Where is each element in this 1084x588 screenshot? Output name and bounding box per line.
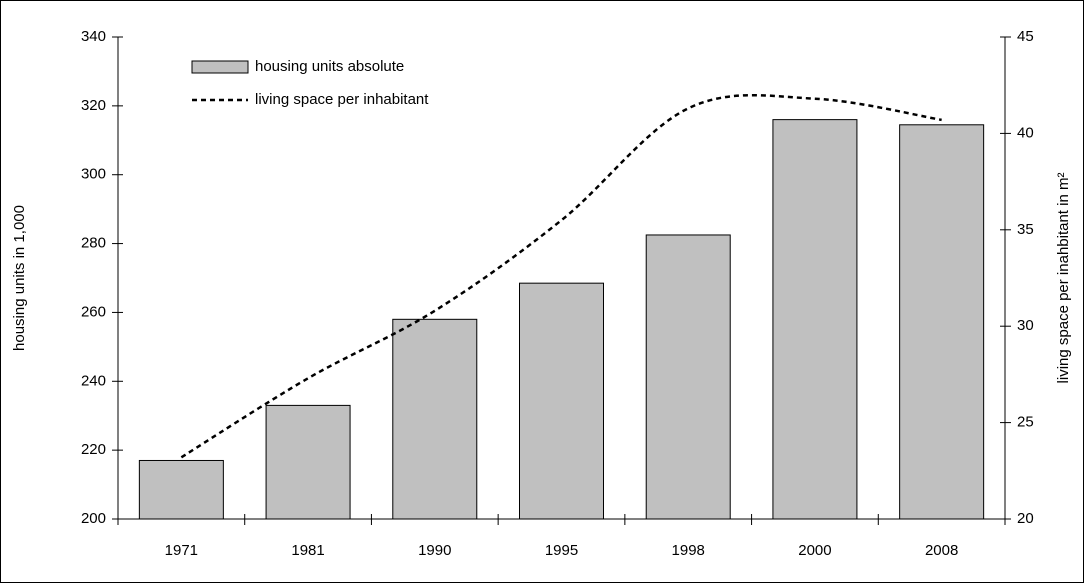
x-tick-label: 1998 <box>672 542 705 559</box>
x-tick-label: 2008 <box>925 542 958 559</box>
y2-tick-label: 45 <box>1017 28 1034 45</box>
bar <box>265 404 351 520</box>
y2-tick-label: 25 <box>1017 414 1034 431</box>
y-axis-label: housing units in 1,000 <box>11 205 28 351</box>
y2-tick-label: 40 <box>1017 124 1034 141</box>
x-tick-label: 2000 <box>798 542 831 559</box>
bar <box>645 234 731 520</box>
bar <box>392 318 478 520</box>
bar <box>138 459 224 520</box>
y-tick-label: 300 <box>81 166 106 183</box>
y2-axis-label: living space per inahbitant in m² <box>1055 173 1072 384</box>
y-tick-label: 320 <box>81 97 106 114</box>
x-tick-label: 1981 <box>291 542 324 559</box>
y-tick-label: 260 <box>81 303 106 320</box>
x-tick-label: 1990 <box>418 542 451 559</box>
line <box>180 93 942 459</box>
x-tick-label: 1995 <box>545 542 578 559</box>
y-tick-label: 340 <box>81 28 106 45</box>
y-tick-label: 240 <box>81 372 106 389</box>
legend-swatch <box>191 60 249 74</box>
bar <box>519 282 604 520</box>
y2-tick-label: 35 <box>1017 221 1034 238</box>
bar <box>899 124 985 520</box>
legend-label: living space per inhabitant <box>255 91 429 108</box>
y-tick-label: 220 <box>81 441 106 458</box>
x-tick-label: 1971 <box>165 542 198 559</box>
y2-tick-label: 30 <box>1017 317 1034 334</box>
legend-label: housing units absolute <box>255 58 404 75</box>
bar <box>772 119 858 520</box>
y-tick-label: 280 <box>81 235 106 252</box>
y2-tick-label: 20 <box>1017 510 1034 527</box>
y-tick-label: 200 <box>81 510 106 527</box>
